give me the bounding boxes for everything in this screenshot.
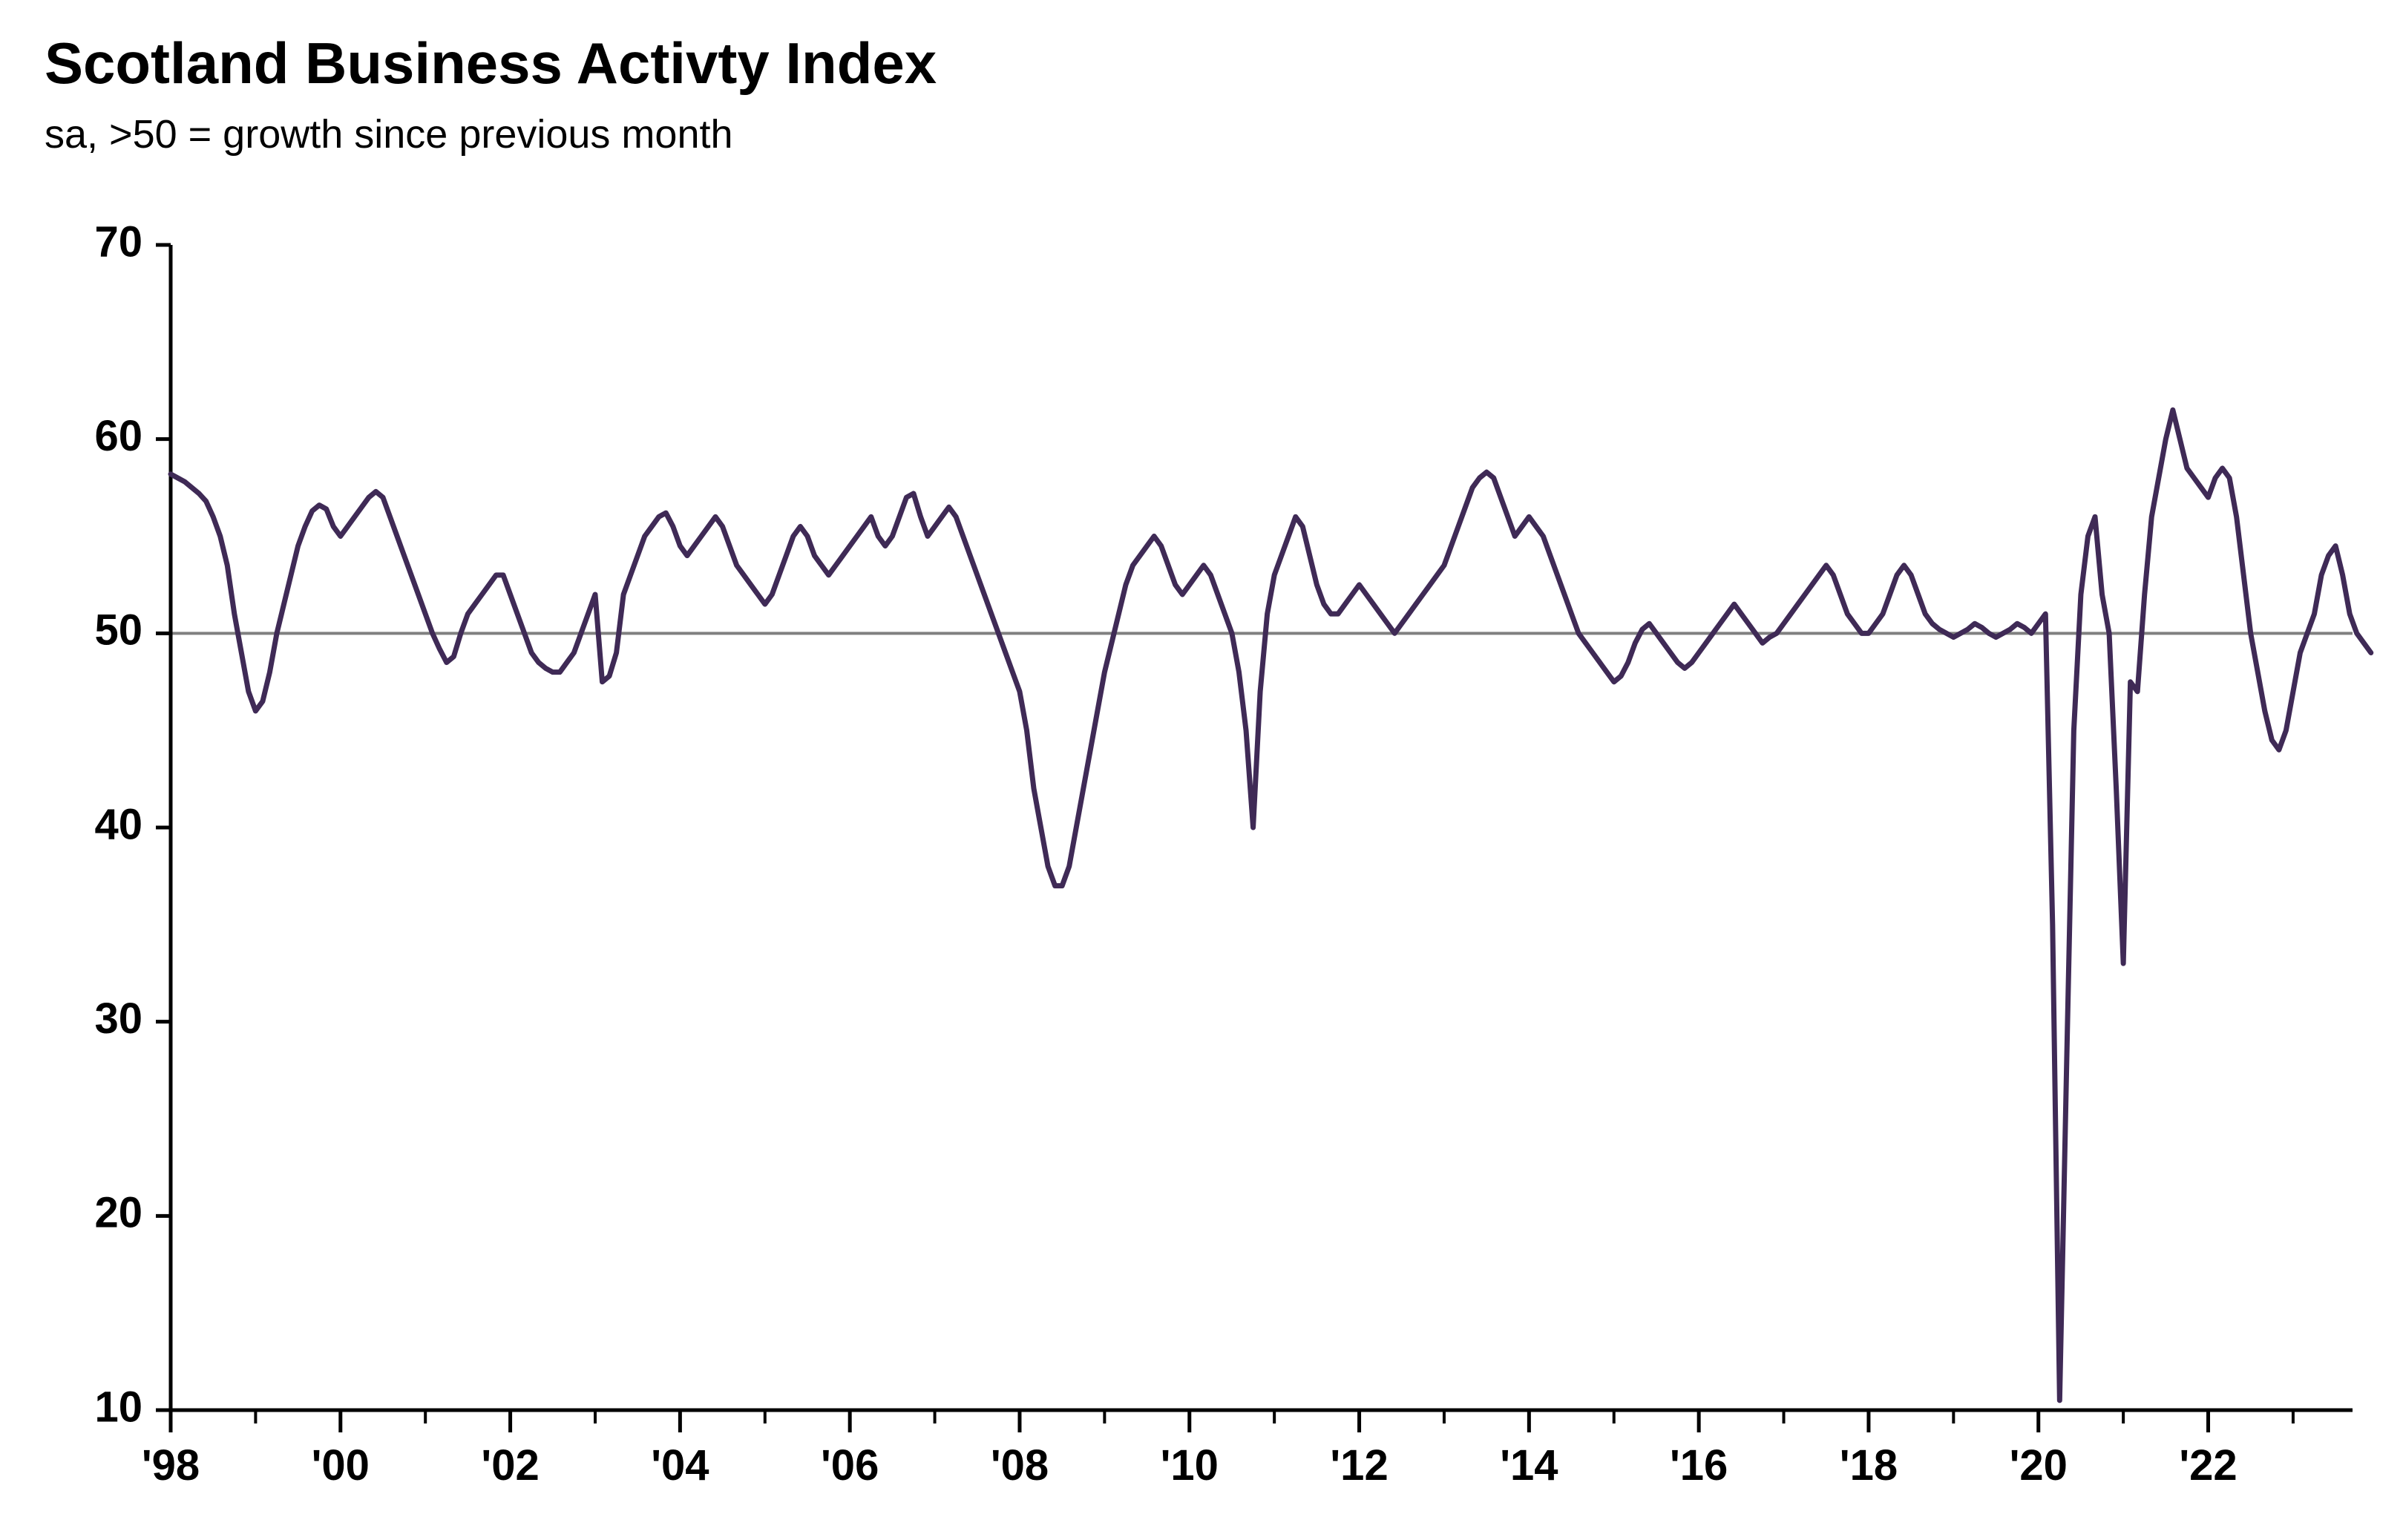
y-tick-label: 70 [94,217,142,266]
x-tick-label: '02 [481,1441,539,1490]
x-tick-label: '20 [2010,1441,2068,1490]
x-tick-label: '14 [1500,1441,1558,1490]
x-tick-label: '10 [1161,1441,1219,1490]
y-tick-label: 10 [94,1383,142,1431]
x-tick-label: '18 [1840,1441,1898,1490]
x-tick-label: '04 [651,1441,709,1490]
x-tick-label: '08 [991,1441,1049,1490]
y-tick-label: 20 [94,1189,142,1237]
chart-svg: 10 20 30 40 50 60 70 '98 '00 '02 '04 '06 '08 '10 '12 '1… [0,0,2403,1540]
x-tick-label: '16 [1670,1441,1728,1490]
x-tick-label: '06 [821,1441,879,1490]
y-tick-label: 50 [94,606,142,655]
y-tick-label: 30 [94,995,142,1043]
x-tick-label: '22 [2179,1441,2237,1490]
x-tick-label: '00 [312,1441,370,1490]
y-tick-label: 60 [94,412,142,460]
chart-container: Scotland Business Activty Index sa, >50 … [0,0,2403,1540]
x-tick-label: '12 [1330,1441,1388,1490]
series-line [171,410,2371,1400]
x-tick-label: '98 [142,1441,200,1490]
y-tick-label: 40 [94,800,142,848]
